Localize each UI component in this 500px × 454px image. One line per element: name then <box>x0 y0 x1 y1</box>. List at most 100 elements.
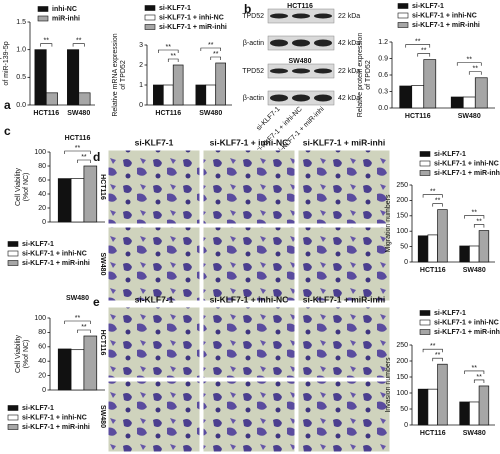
y-axis-label: of miR-139-5p <box>3 41 10 85</box>
legend-swatch <box>397 12 409 19</box>
blot-band <box>270 39 288 47</box>
y-tick-label: 100 <box>34 315 46 322</box>
significance-label: ** <box>472 365 478 372</box>
x-tick-label: SW480 <box>199 110 222 117</box>
legend-swatch <box>7 405 19 411</box>
legend-label: si-KLF7-1 + inhi-NC <box>434 319 499 326</box>
legend-swatch <box>144 24 156 30</box>
y-tick-label: 150 <box>396 374 408 381</box>
legend-label: si-KLF7-1 + inhi-NC <box>22 414 87 421</box>
bar <box>450 96 464 109</box>
significance-bracket <box>64 320 91 324</box>
blot-size: 42 kDa <box>338 95 360 102</box>
bar <box>70 178 85 223</box>
bar <box>459 401 470 426</box>
legend-swatch <box>419 160 431 167</box>
y-tick-label: 250 <box>396 342 408 349</box>
legend-label: si-KLF7-1 <box>22 241 54 248</box>
significance-bracket <box>167 58 179 62</box>
micrograph <box>107 226 201 302</box>
significance-bracket <box>200 47 221 51</box>
legend-label: si-KLF7-1 <box>412 3 444 10</box>
bar <box>417 388 429 426</box>
legend-swatch <box>7 241 19 247</box>
bar <box>45 92 58 106</box>
y-tick-label: 0 <box>42 219 46 226</box>
x-tick-label: HCT116 <box>420 267 446 274</box>
significance-label: ** <box>472 209 478 216</box>
y-axis-label: Migration numbers <box>385 194 392 252</box>
y-axis-label: Relative expression <box>0 33 2 94</box>
micrograph <box>202 149 296 225</box>
legend-label: si-KLF7-1 + miR-inhi <box>22 260 90 267</box>
y-tick-label: 50 <box>400 406 408 413</box>
legend-swatch <box>37 15 49 22</box>
bar <box>437 363 448 426</box>
blot-band <box>270 94 288 102</box>
blot-band <box>314 39 332 47</box>
y-tick-label: 100 <box>34 149 46 156</box>
bar <box>459 245 470 263</box>
y-tick-label: 1.0 <box>16 47 26 54</box>
chart-title: HCT116 <box>65 135 91 142</box>
micrograph <box>107 149 201 225</box>
bar <box>34 49 47 106</box>
legend-label: si-KLF7-1 + inhi-NC <box>159 14 224 21</box>
legend-swatch <box>144 5 156 11</box>
significance-bracket <box>468 71 482 75</box>
significance-bracket <box>40 43 53 47</box>
y-tick-label: 60 <box>38 177 46 184</box>
row-label: SW480 <box>99 405 106 428</box>
bar <box>437 209 448 263</box>
legend-swatch <box>7 250 19 257</box>
micrograph <box>297 380 391 453</box>
y-tick-label: 40 <box>38 191 46 198</box>
legend-swatch <box>397 22 409 28</box>
blot-band <box>314 94 332 102</box>
column-header: si-KLF7-1 <box>135 137 174 147</box>
row-label: HCT116 <box>99 174 106 200</box>
y-axis-label: (%of NC) <box>23 340 30 369</box>
significance-label: ** <box>430 188 436 195</box>
y-tick-label: 250 <box>396 182 408 189</box>
significance-bracket <box>464 370 485 374</box>
y-tick-label: 0.9 <box>378 55 388 62</box>
significance-bracket <box>405 44 431 48</box>
legend-swatch <box>419 170 431 176</box>
blot-size: 42 kDa <box>338 40 360 47</box>
legend-swatch <box>397 3 409 9</box>
x-tick-label: SW480 <box>463 430 486 437</box>
significance-label: ** <box>435 197 441 204</box>
micrograph <box>202 380 296 453</box>
y-tick-label: 0 <box>404 422 408 429</box>
bar <box>423 59 437 109</box>
panel-letter: a <box>4 98 11 112</box>
significance-label: ** <box>75 145 81 152</box>
significance-label: ** <box>473 66 479 73</box>
blot-band <box>270 13 288 19</box>
column-header: si-KLF7-1 + miR-inhi <box>303 294 385 304</box>
significance-bracket <box>422 194 443 198</box>
bar <box>399 85 413 109</box>
column-header: si-KLF7-1 + inhi-NC <box>210 294 289 304</box>
micrograph <box>107 306 201 379</box>
y-axis-label: Invasion numbers <box>385 357 392 413</box>
legend-swatch <box>37 6 49 12</box>
blot-size: 22 kDa <box>338 13 360 20</box>
x-tick-label: SW480 <box>458 113 481 120</box>
x-tick-label: HCT116 <box>420 430 446 437</box>
blot-band <box>314 13 332 19</box>
significance-label: ** <box>81 154 87 161</box>
column-header: si-KLF7-1 <box>135 294 174 304</box>
panel-letter: e <box>93 295 100 309</box>
significance-label: ** <box>213 51 219 58</box>
bar <box>469 401 480 426</box>
legend-swatch <box>419 329 431 335</box>
row-label: SW480 <box>99 253 106 276</box>
bar <box>215 62 226 106</box>
blot-protein: TPD52 <box>242 68 264 75</box>
y-tick-label: 0.0 <box>16 102 26 109</box>
x-tick-label: HCT116 <box>155 110 181 117</box>
legend-swatch <box>7 260 19 266</box>
y-axis-label: Relative mRNA expression <box>112 33 119 116</box>
